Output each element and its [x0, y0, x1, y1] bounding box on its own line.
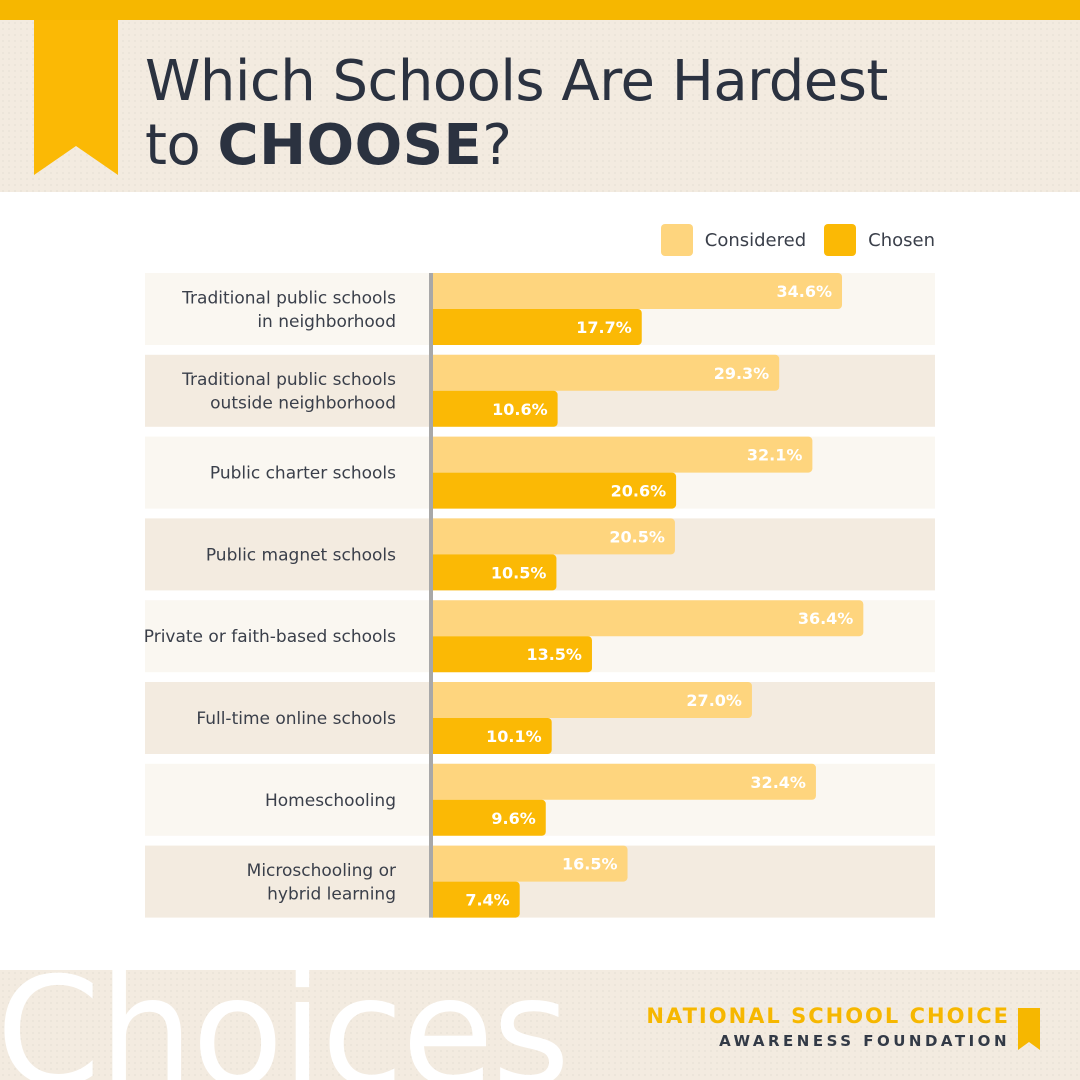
value-label-considered: 27.0%	[686, 691, 742, 710]
value-label-considered: 34.6%	[776, 282, 832, 301]
bar-chosen	[431, 636, 592, 673]
footer: Choices NATIONAL SCHOOL CHOICE AWARENESS…	[0, 970, 1080, 1080]
org-name-line1: NATIONAL SCHOOL CHOICE	[646, 1004, 1010, 1028]
choices-watermark: Choices	[0, 970, 570, 1080]
category-label: hybrid learning	[267, 884, 396, 904]
legend-label-chosen: Chosen	[868, 229, 935, 251]
value-label-chosen: 17.7%	[576, 318, 632, 337]
chart-legend: Considered Chosen	[643, 224, 935, 256]
page-title: Which Schools Are Hardest to CHOOSE?	[145, 50, 888, 178]
legend-label-considered: Considered	[704, 229, 807, 251]
category-label: Full-time online schools	[196, 709, 396, 729]
bookmark-ribbon-icon	[34, 20, 118, 175]
value-label-chosen: 9.6%	[491, 809, 535, 828]
value-label-considered: 32.1%	[747, 446, 803, 465]
logo-flag-icon	[1018, 1008, 1040, 1050]
value-label-considered: 16.5%	[562, 855, 618, 874]
bar-chosen	[432, 799, 546, 836]
value-label-chosen: 20.6%	[611, 482, 667, 501]
header: Which Schools Are Hardest to CHOOSE?	[0, 20, 1080, 192]
value-label-chosen: 7.4%	[465, 891, 509, 910]
category-label: Homeschooling	[265, 791, 396, 811]
title-line1: Which Schools Are Hardest	[145, 49, 888, 114]
org-logo-text: NATIONAL SCHOOL CHOICE AWARENESS FOUNDAT…	[646, 1004, 1010, 1050]
bar-chosen	[432, 554, 557, 591]
bar-considered	[432, 273, 843, 309]
bar-chosen	[432, 390, 558, 427]
value-label-considered: 36.4%	[798, 609, 854, 628]
title-line2-prefix: to	[145, 113, 218, 178]
bar-chosen	[432, 881, 520, 918]
top-accent-stripe	[0, 0, 1080, 20]
category-label: Public charter schools	[210, 464, 396, 484]
bar-considered	[431, 600, 864, 637]
category-label: outside neighborhood	[210, 394, 396, 414]
category-label: Microschooling or	[247, 861, 396, 881]
value-label-considered: 32.4%	[750, 773, 806, 792]
category-label: Traditional public schools	[181, 288, 396, 308]
value-label-chosen: 10.6%	[492, 400, 548, 419]
legend-swatch-chosen	[824, 224, 857, 256]
bar-considered	[432, 763, 816, 800]
value-label-considered: 20.5%	[609, 527, 665, 546]
bar-chosen	[432, 309, 642, 345]
legend-item-considered: Considered	[660, 224, 807, 256]
org-name-line2: AWARENESS FOUNDATION	[719, 1032, 1010, 1050]
category-label: Traditional public schools	[181, 370, 396, 390]
bar-chosen	[432, 472, 677, 509]
title-line2-suffix: ?	[482, 113, 512, 178]
value-label-considered: 29.3%	[714, 364, 770, 383]
bar-chosen	[432, 718, 552, 754]
category-label: in neighborhood	[257, 312, 396, 332]
bar-considered	[432, 682, 752, 718]
legend-item-chosen: Chosen	[824, 224, 935, 256]
title-line2-bold: CHOOSE	[217, 113, 483, 178]
bar-considered	[432, 845, 628, 882]
legend-swatch-considered	[660, 224, 693, 256]
bar-considered	[432, 518, 675, 555]
bar-considered	[432, 436, 813, 473]
value-label-chosen: 10.5%	[491, 563, 547, 582]
bar-considered	[431, 354, 780, 391]
chart-axis-line	[429, 273, 433, 918]
category-label: Private or faith-based schools	[144, 627, 396, 647]
value-label-chosen: 13.5%	[526, 645, 582, 664]
category-label: Public magnet schools	[206, 545, 396, 565]
value-label-chosen: 10.1%	[486, 727, 542, 746]
